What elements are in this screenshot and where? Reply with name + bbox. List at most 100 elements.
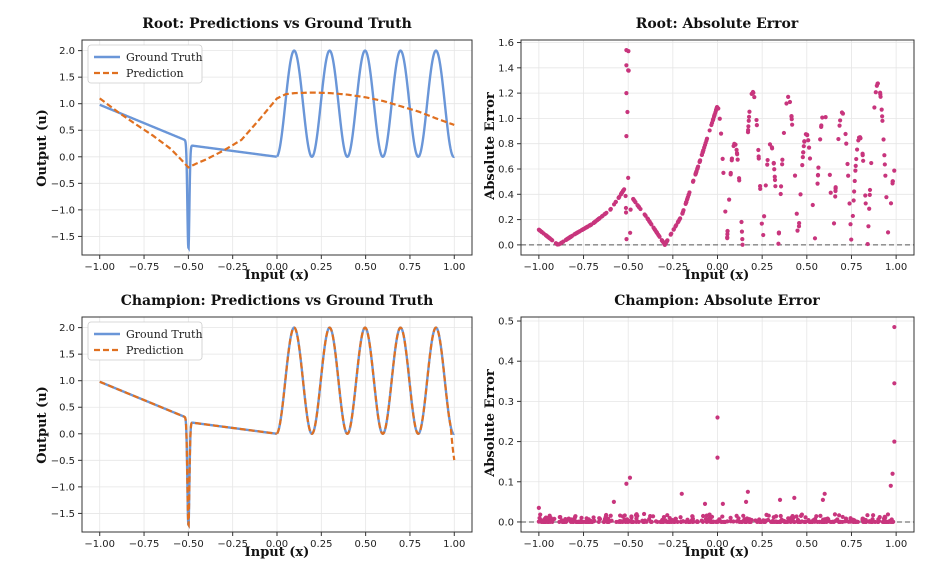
error-point — [849, 237, 854, 242]
error-point — [838, 519, 843, 525]
error-point — [603, 513, 609, 518]
x-tick-label: −0.75 — [568, 262, 599, 273]
y-tick-label: 0.4 — [498, 190, 514, 201]
error-point — [673, 516, 678, 521]
error-point — [684, 199, 689, 205]
error-point — [624, 519, 629, 524]
root-err-title: Root: Absolute Error — [636, 16, 799, 32]
x-tick-label: 0.75 — [399, 539, 421, 550]
y-tick-label: 0.3 — [498, 397, 514, 408]
champ-pred-xlabel: Input (x) — [245, 545, 310, 560]
error-point — [565, 236, 571, 241]
y-tick-label: 1.4 — [498, 63, 514, 74]
x-tick-label: −0.50 — [613, 262, 644, 273]
axes-frame — [520, 316, 915, 533]
error-point — [791, 519, 796, 524]
error-point — [773, 519, 778, 524]
error-point — [721, 170, 726, 175]
error-point — [772, 174, 777, 179]
error-point — [805, 133, 810, 138]
error-point — [656, 233, 661, 238]
error-point — [541, 231, 546, 236]
x-tick-label: −0.25 — [658, 262, 689, 273]
error-point — [734, 519, 739, 524]
x-tick-label: 0.00 — [706, 262, 728, 273]
error-point — [613, 199, 618, 204]
error-point — [629, 514, 634, 519]
x-tick-label: −0.75 — [129, 539, 160, 550]
error-point — [573, 514, 578, 519]
error-point — [728, 172, 733, 177]
error-point — [875, 519, 880, 524]
error-point — [881, 137, 886, 142]
error-point — [537, 228, 543, 233]
error-point — [547, 235, 552, 241]
error-point — [626, 68, 631, 73]
error-point — [641, 511, 647, 517]
y-tick-label: 0.5 — [59, 403, 75, 414]
error-point — [880, 118, 885, 123]
error-point — [537, 515, 542, 521]
error-point — [731, 143, 736, 149]
root-pred-xlabel: Input (x) — [245, 268, 310, 283]
error-point — [882, 162, 887, 167]
error-point — [861, 158, 866, 163]
error-point — [754, 122, 759, 128]
error-point — [714, 107, 719, 112]
error-point — [866, 224, 871, 229]
y-tick-label: 1.0 — [59, 376, 75, 387]
error-point — [597, 516, 602, 521]
error-point — [771, 161, 776, 166]
plot-area — [99, 326, 456, 530]
error-point — [890, 179, 895, 184]
error-point — [661, 519, 667, 524]
error-point — [792, 173, 798, 178]
error-point — [831, 221, 837, 226]
error-point — [634, 516, 639, 521]
champ-err-xlabel: Input (x) — [685, 545, 750, 560]
error-point — [794, 211, 799, 216]
error-point — [869, 160, 874, 166]
error-point — [871, 513, 876, 518]
error-point — [557, 242, 562, 247]
error-point — [853, 168, 858, 173]
plot-area — [521, 324, 914, 525]
error-point — [819, 124, 824, 129]
error-point — [624, 134, 629, 139]
error-point — [655, 519, 660, 525]
plot-area — [521, 48, 914, 247]
error-point — [867, 206, 872, 211]
error-point — [779, 517, 784, 522]
error-point — [634, 519, 639, 525]
error-point — [786, 94, 791, 99]
error-point — [709, 122, 714, 128]
error-point — [596, 216, 601, 222]
error-point — [821, 517, 826, 522]
error-point — [590, 519, 595, 525]
error-point — [882, 519, 888, 525]
error-point — [776, 241, 781, 246]
error-point — [697, 159, 702, 165]
error-point — [669, 231, 674, 236]
error-point — [769, 145, 775, 150]
error-point — [579, 515, 584, 520]
error-point — [746, 118, 751, 123]
x-tick-label: 0.75 — [840, 539, 862, 550]
error-point — [563, 517, 568, 522]
error-point — [850, 213, 855, 219]
y-tick-label: 0.0 — [498, 517, 514, 528]
error-point — [780, 157, 785, 162]
x-tick-label: 0.50 — [355, 262, 377, 273]
error-point — [781, 130, 787, 136]
y-tick-label: 0.6 — [498, 165, 514, 176]
error-point — [643, 213, 648, 218]
error-point — [892, 381, 897, 386]
legend-label-prediction: Prediction — [126, 344, 184, 357]
error-point — [757, 519, 762, 525]
champ-pred-ylabel: Output (u) — [35, 386, 50, 464]
error-point — [800, 154, 805, 160]
error-point — [761, 518, 766, 523]
error-point — [557, 515, 562, 520]
error-point — [660, 239, 665, 244]
